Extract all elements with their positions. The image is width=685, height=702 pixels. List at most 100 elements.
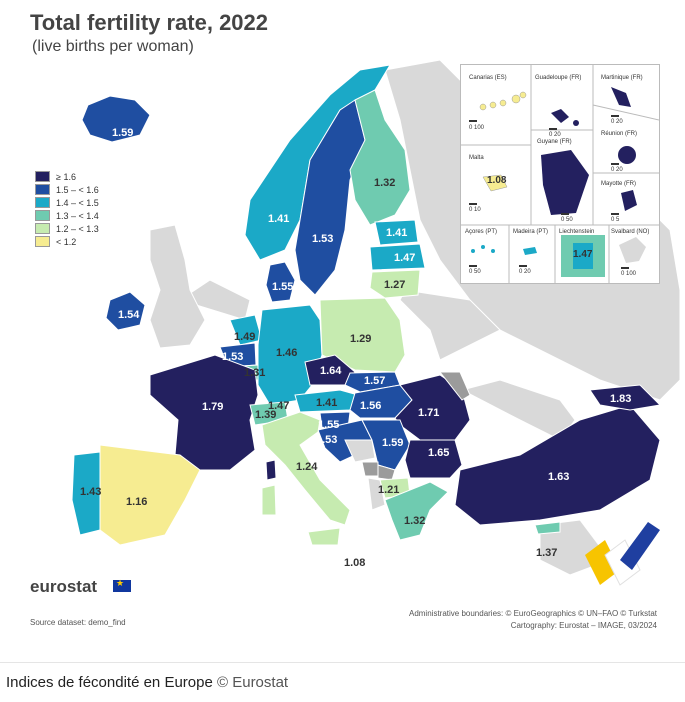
inset-madeira-label: Madeira (PT) (513, 229, 549, 235)
label-spain: 1.16 (126, 496, 147, 508)
europe-map: 1.59 1.54 1.41 1.53 1.32 1.41 1.47 1.27 … (71, 59, 681, 586)
legend-item: 1.4 – < 1.5 (35, 196, 99, 209)
legend-item: < 1.2 (35, 235, 99, 248)
label-romania: 1.71 (418, 407, 439, 419)
inset-liechtenstein-label: Liechtenstein (559, 229, 595, 235)
scale-label: 0 20 (519, 269, 531, 275)
caption-copyright: © Eurostat (217, 674, 289, 691)
map-subtitle: (live births per woman) (32, 38, 194, 55)
country-france (149, 354, 259, 471)
inset-martinique-label: Martinique (FR) (601, 75, 643, 81)
label-austria: 1.41 (316, 397, 337, 409)
inset-liechtenstein-value: 1.47 (573, 249, 593, 260)
label-serbia: 1.59 (382, 437, 403, 449)
legend-label: 1.3 – < 1.4 (56, 210, 99, 221)
country-spain (99, 444, 201, 546)
inset-mayotte-label: Mayotte (FR) (601, 181, 637, 187)
label-finland: 1.32 (374, 177, 395, 189)
label-bulgaria: 1.65 (428, 447, 449, 459)
scale-label: 0 50 (561, 217, 573, 223)
legend-swatch (35, 223, 50, 234)
legend-item: 1.5 – < 1.6 (35, 183, 99, 196)
label-iceland: 1.59 (112, 127, 133, 139)
country-italy-sicily (307, 527, 341, 546)
label-hungary: 1.56 (360, 400, 381, 412)
caption-divider (0, 662, 685, 663)
country-uk (149, 224, 206, 349)
label-lithuania: 1.27 (384, 279, 405, 291)
legend-label: < 1.2 (56, 236, 77, 247)
country-turkey (454, 404, 661, 526)
label-georgia: 1.83 (610, 393, 631, 405)
country-cyprus (534, 521, 561, 535)
label-denmark: 1.55 (272, 281, 293, 293)
country-germany (257, 304, 323, 406)
legend-swatch (35, 184, 50, 195)
legend-swatch (35, 210, 50, 221)
label-norway: 1.41 (268, 213, 289, 225)
label-north-macedonia: 1.21 (378, 484, 399, 496)
inset-guadeloupe-label: Guadeloupe (FR) (535, 75, 582, 81)
legend-label: 1.5 – < 1.6 (56, 184, 99, 195)
country-lithuania (369, 269, 421, 299)
country-sweden (294, 99, 366, 296)
label-estonia: 1.41 (386, 227, 407, 239)
label-poland: 1.29 (350, 333, 371, 345)
legend-swatch (35, 171, 50, 182)
country-ireland (105, 291, 146, 331)
label-ireland: 1.54 (118, 309, 140, 321)
label-malta: 1.08 (344, 557, 365, 569)
legend-item: ≥ 1.6 (35, 170, 99, 183)
scale-label: 0 10 (469, 207, 481, 213)
map-card: Total fertility rate, 2022 (live births … (0, 0, 685, 662)
country-france-corsica (265, 459, 277, 481)
eurostat-ribbon-decoration (585, 522, 660, 586)
legend-label: 1.4 – < 1.5 (56, 197, 99, 208)
credits-cartography: Cartography: Eurostat – IMAGE, 03/2024 (510, 621, 657, 630)
country-portugal (71, 451, 101, 536)
label-latvia: 1.47 (394, 252, 415, 264)
scale-label: 0 20 (549, 132, 561, 138)
country-moldova (438, 371, 471, 401)
label-sweden: 1.53 (312, 233, 333, 245)
label-croatia: 1.53 (316, 434, 337, 446)
country-denmark (265, 261, 296, 303)
country-italy-sardinia (261, 484, 277, 516)
label-belgium: 1.53 (222, 351, 243, 363)
inset-guyane-label: Guyane (FR) (537, 139, 572, 145)
legend-swatch (35, 236, 50, 247)
scale-label: 0 50 (469, 269, 481, 275)
scale-label: 0 100 (469, 125, 485, 131)
country-bosnia (344, 439, 376, 463)
legend-swatch (35, 197, 50, 208)
inset-svalbard-label: Svalbard (NO) (611, 229, 650, 235)
country-georgia (589, 384, 662, 411)
credits: Administrative boundaries: © EuroGeograp… (409, 608, 657, 632)
scale-label: 0 5 (611, 217, 620, 223)
inset-drawings (461, 65, 659, 283)
label-slovakia: 1.57 (364, 375, 385, 387)
scale-label: 0 20 (611, 119, 623, 125)
label-liechtenstein: 1.47 (268, 400, 289, 412)
legend-item: 1.3 – < 1.4 (35, 209, 99, 222)
country-greece (384, 481, 449, 541)
country-latvia (369, 243, 426, 271)
image-caption: Indices de fécondité en Europe © Eurosta… (6, 674, 288, 691)
label-cyprus: 1.37 (536, 547, 557, 559)
label-germany: 1.46 (276, 347, 297, 359)
inset-canarias-label: Canarias (ES) (469, 75, 507, 81)
source-note: Source dataset: demo_find (30, 618, 126, 627)
inset-acores-label: Açores (PT) (465, 229, 498, 235)
label-portugal: 1.43 (80, 486, 101, 498)
country-iceland (81, 95, 151, 143)
label-luxembourg: 1.31 (244, 367, 265, 379)
label-netherlands: 1.49 (234, 331, 255, 343)
eu-flag-icon (113, 578, 131, 592)
label-greece: 1.32 (404, 515, 425, 527)
credits-boundaries: Administrative boundaries: © EuroGeograp… (408, 609, 657, 618)
country-italy (261, 411, 351, 526)
scale-label: 0 20 (611, 167, 623, 173)
map-title: Total fertility rate, 2022 (30, 10, 269, 35)
legend-item: 1.2 – < 1.3 (35, 222, 99, 235)
inset-panel: Canarias (ES) Guadeloupe (FR) Martinique… (460, 64, 660, 284)
